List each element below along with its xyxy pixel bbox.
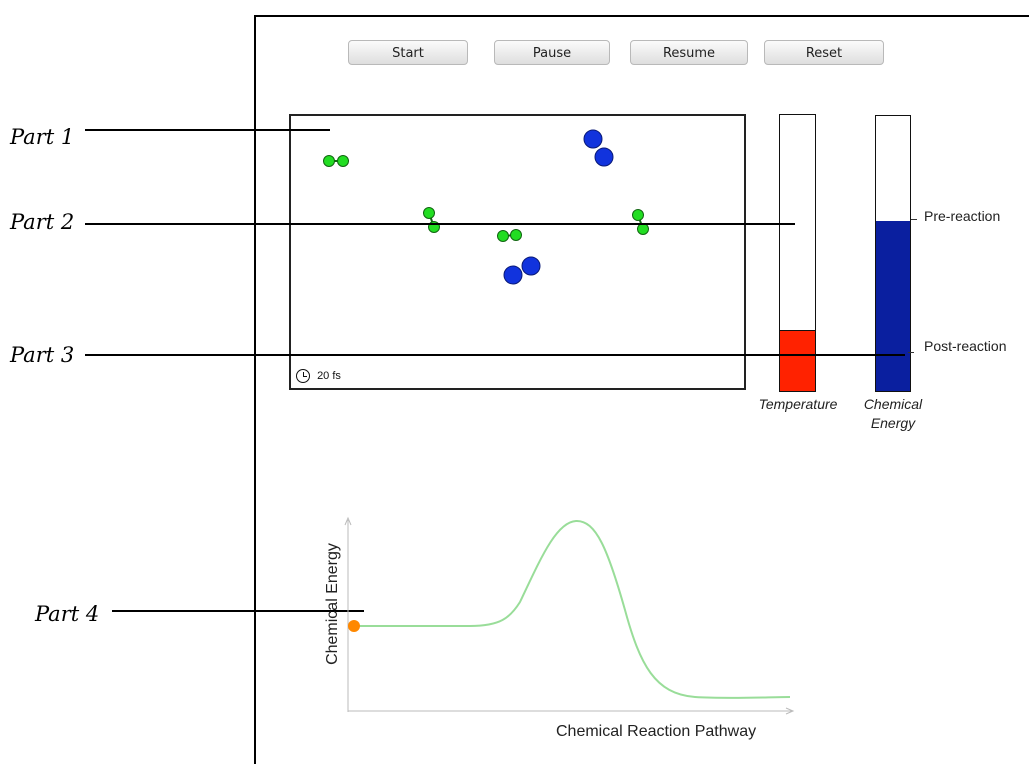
temperature-gauge [779, 114, 816, 392]
panel-left-border [254, 15, 256, 764]
part-4-label: Part 4 [35, 602, 100, 626]
part-4-leader-line [112, 610, 364, 612]
pause-button[interactable]: Pause [494, 40, 610, 65]
chemical-energy-gauge [875, 115, 911, 392]
chemical-energy-label-line1: Chemical [863, 396, 923, 412]
part-1-label: Part 1 [10, 125, 75, 149]
timer-text: 20 fs [317, 369, 341, 382]
post-reaction-label: Post-reaction [924, 338, 1007, 354]
part-3-label: Part 3 [10, 343, 75, 367]
molecule-small [323, 155, 349, 167]
y-axis [344, 516, 352, 712]
temperature-label: Temperature [758, 396, 838, 412]
part-2-leader-line [85, 223, 795, 225]
molecule-large [583, 129, 614, 167]
part-3-leader-line [85, 354, 905, 356]
start-button[interactable]: Start [348, 40, 468, 65]
part-2-label: Part 2 [10, 210, 75, 234]
part-1-leader-line [85, 129, 330, 131]
timer: 20 fs [296, 369, 341, 383]
temperature-fill [780, 330, 815, 391]
clock-icon [296, 369, 310, 383]
chemical-energy-fill [876, 221, 910, 391]
simulation-area [289, 114, 746, 390]
x-axis-label: Chemical Reaction Pathway [556, 723, 757, 740]
panel-top-border [254, 15, 1029, 17]
chemical-energy-label: Chemical Energy [843, 395, 943, 433]
molecule-small [497, 229, 522, 242]
energy-marker [348, 620, 360, 632]
molecule-large [503, 256, 541, 285]
post-reaction-tick [908, 352, 914, 353]
energy-curve [354, 519, 791, 699]
y-axis-label: Chemical Energy [324, 543, 341, 665]
molecule-small [632, 209, 649, 235]
reset-button[interactable]: Reset [764, 40, 884, 65]
resume-button[interactable]: Resume [630, 40, 748, 65]
x-axis [348, 707, 795, 715]
pre-reaction-tick [911, 219, 917, 220]
chemical-energy-label-line2: Energy [870, 415, 916, 431]
pre-reaction-label: Pre-reaction [924, 208, 1001, 224]
